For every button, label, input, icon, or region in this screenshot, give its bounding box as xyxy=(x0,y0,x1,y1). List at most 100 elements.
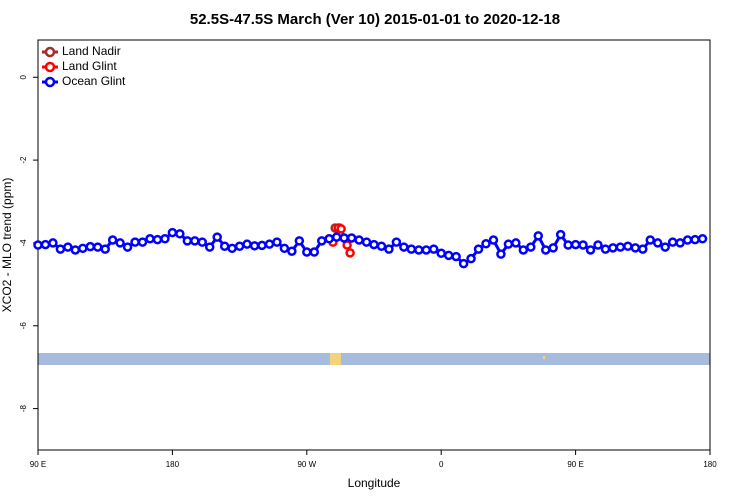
data-point xyxy=(272,237,282,247)
legend-label: Land Glint xyxy=(62,59,117,73)
y-tick-label: -6 xyxy=(19,322,28,330)
data-point xyxy=(107,235,118,245)
data-point xyxy=(540,245,551,255)
data-point xyxy=(608,243,618,253)
data-point xyxy=(137,237,148,247)
data-point xyxy=(369,239,379,250)
data-point xyxy=(645,235,656,245)
data-point xyxy=(623,241,633,251)
data-point xyxy=(488,235,499,245)
data-point xyxy=(145,234,155,244)
data-point xyxy=(33,240,43,250)
data-point xyxy=(473,244,484,254)
x-axis-label: Longitude xyxy=(348,476,401,490)
y-tick-label: 0 xyxy=(19,74,28,79)
land-patch xyxy=(330,353,341,365)
data-point xyxy=(55,244,66,254)
data-point xyxy=(428,244,439,254)
y-axis-label: XCO2 - MLO trend (ppm) xyxy=(0,178,14,313)
data-point xyxy=(391,237,402,247)
data-point xyxy=(421,245,432,255)
data-point xyxy=(511,238,521,248)
data-point xyxy=(100,244,110,254)
data-point xyxy=(376,241,387,251)
data-point xyxy=(331,232,342,242)
data-point xyxy=(257,240,267,251)
data-point xyxy=(555,229,566,240)
data-point xyxy=(660,242,670,252)
data-point xyxy=(518,245,529,255)
legend-marker xyxy=(44,76,56,88)
data-point xyxy=(264,239,275,249)
data-point xyxy=(466,253,476,264)
data-point xyxy=(115,238,125,248)
data-point xyxy=(697,234,708,244)
data-point xyxy=(324,234,334,244)
x-tick-label: 90 E xyxy=(30,460,46,469)
data-point xyxy=(585,245,596,255)
land-patch xyxy=(543,356,545,359)
y-tick-label: -2 xyxy=(19,156,28,164)
chart-title: 52.5S-47.5S March (Ver 10) 2015-01-01 to… xyxy=(190,11,560,28)
data-point xyxy=(436,248,446,259)
data-point xyxy=(78,243,88,254)
data-point xyxy=(227,243,237,254)
data-point xyxy=(346,233,357,243)
x-tick-label: 180 xyxy=(166,460,180,469)
data-point xyxy=(294,236,305,246)
data-point xyxy=(451,251,461,262)
data-point xyxy=(242,239,252,249)
data-point xyxy=(682,235,693,245)
data-point xyxy=(675,238,685,248)
data-point xyxy=(496,249,506,259)
data-point xyxy=(63,242,73,252)
land-mask-strip xyxy=(38,353,710,365)
data-point xyxy=(152,234,163,245)
data-point xyxy=(85,241,96,252)
data-point xyxy=(615,242,626,252)
data-point xyxy=(219,241,230,251)
x-tick-label: 90 E xyxy=(567,460,583,469)
x-tick-label: 90 W xyxy=(297,460,316,469)
data-point xyxy=(92,242,103,252)
legend-marker xyxy=(44,46,56,58)
data-point xyxy=(593,240,603,250)
data-point xyxy=(354,235,364,245)
x-tick-label: 0 xyxy=(439,460,444,469)
data-point xyxy=(279,243,290,254)
data-point xyxy=(384,244,394,254)
data-point xyxy=(533,231,544,241)
data-point xyxy=(652,238,663,248)
data-point xyxy=(481,239,491,249)
data-point xyxy=(316,236,327,246)
data-point xyxy=(563,240,573,250)
data-point xyxy=(339,233,349,243)
data-point xyxy=(526,242,536,252)
data-point xyxy=(361,237,372,247)
data-point xyxy=(175,229,185,239)
data-point xyxy=(548,243,558,253)
legend-label: Ocean Glint xyxy=(62,74,126,88)
data-point xyxy=(130,237,140,247)
data-point xyxy=(40,239,51,250)
data-point xyxy=(690,234,700,245)
data-point xyxy=(578,240,588,250)
data-point xyxy=(503,239,514,249)
data-point xyxy=(70,245,81,255)
data-point xyxy=(234,241,245,251)
data-point xyxy=(406,244,417,254)
data-point xyxy=(399,242,409,252)
data-point xyxy=(122,242,133,252)
data-point xyxy=(667,237,678,247)
data-point xyxy=(600,244,611,254)
data-point xyxy=(302,247,312,257)
data-point xyxy=(345,248,355,258)
data-point xyxy=(48,238,58,248)
data-point xyxy=(204,242,215,252)
data-point xyxy=(182,236,193,246)
data-point xyxy=(414,245,424,255)
data-point xyxy=(287,246,297,256)
data-point xyxy=(630,243,641,253)
data-point xyxy=(638,244,648,254)
data-point xyxy=(249,241,260,251)
